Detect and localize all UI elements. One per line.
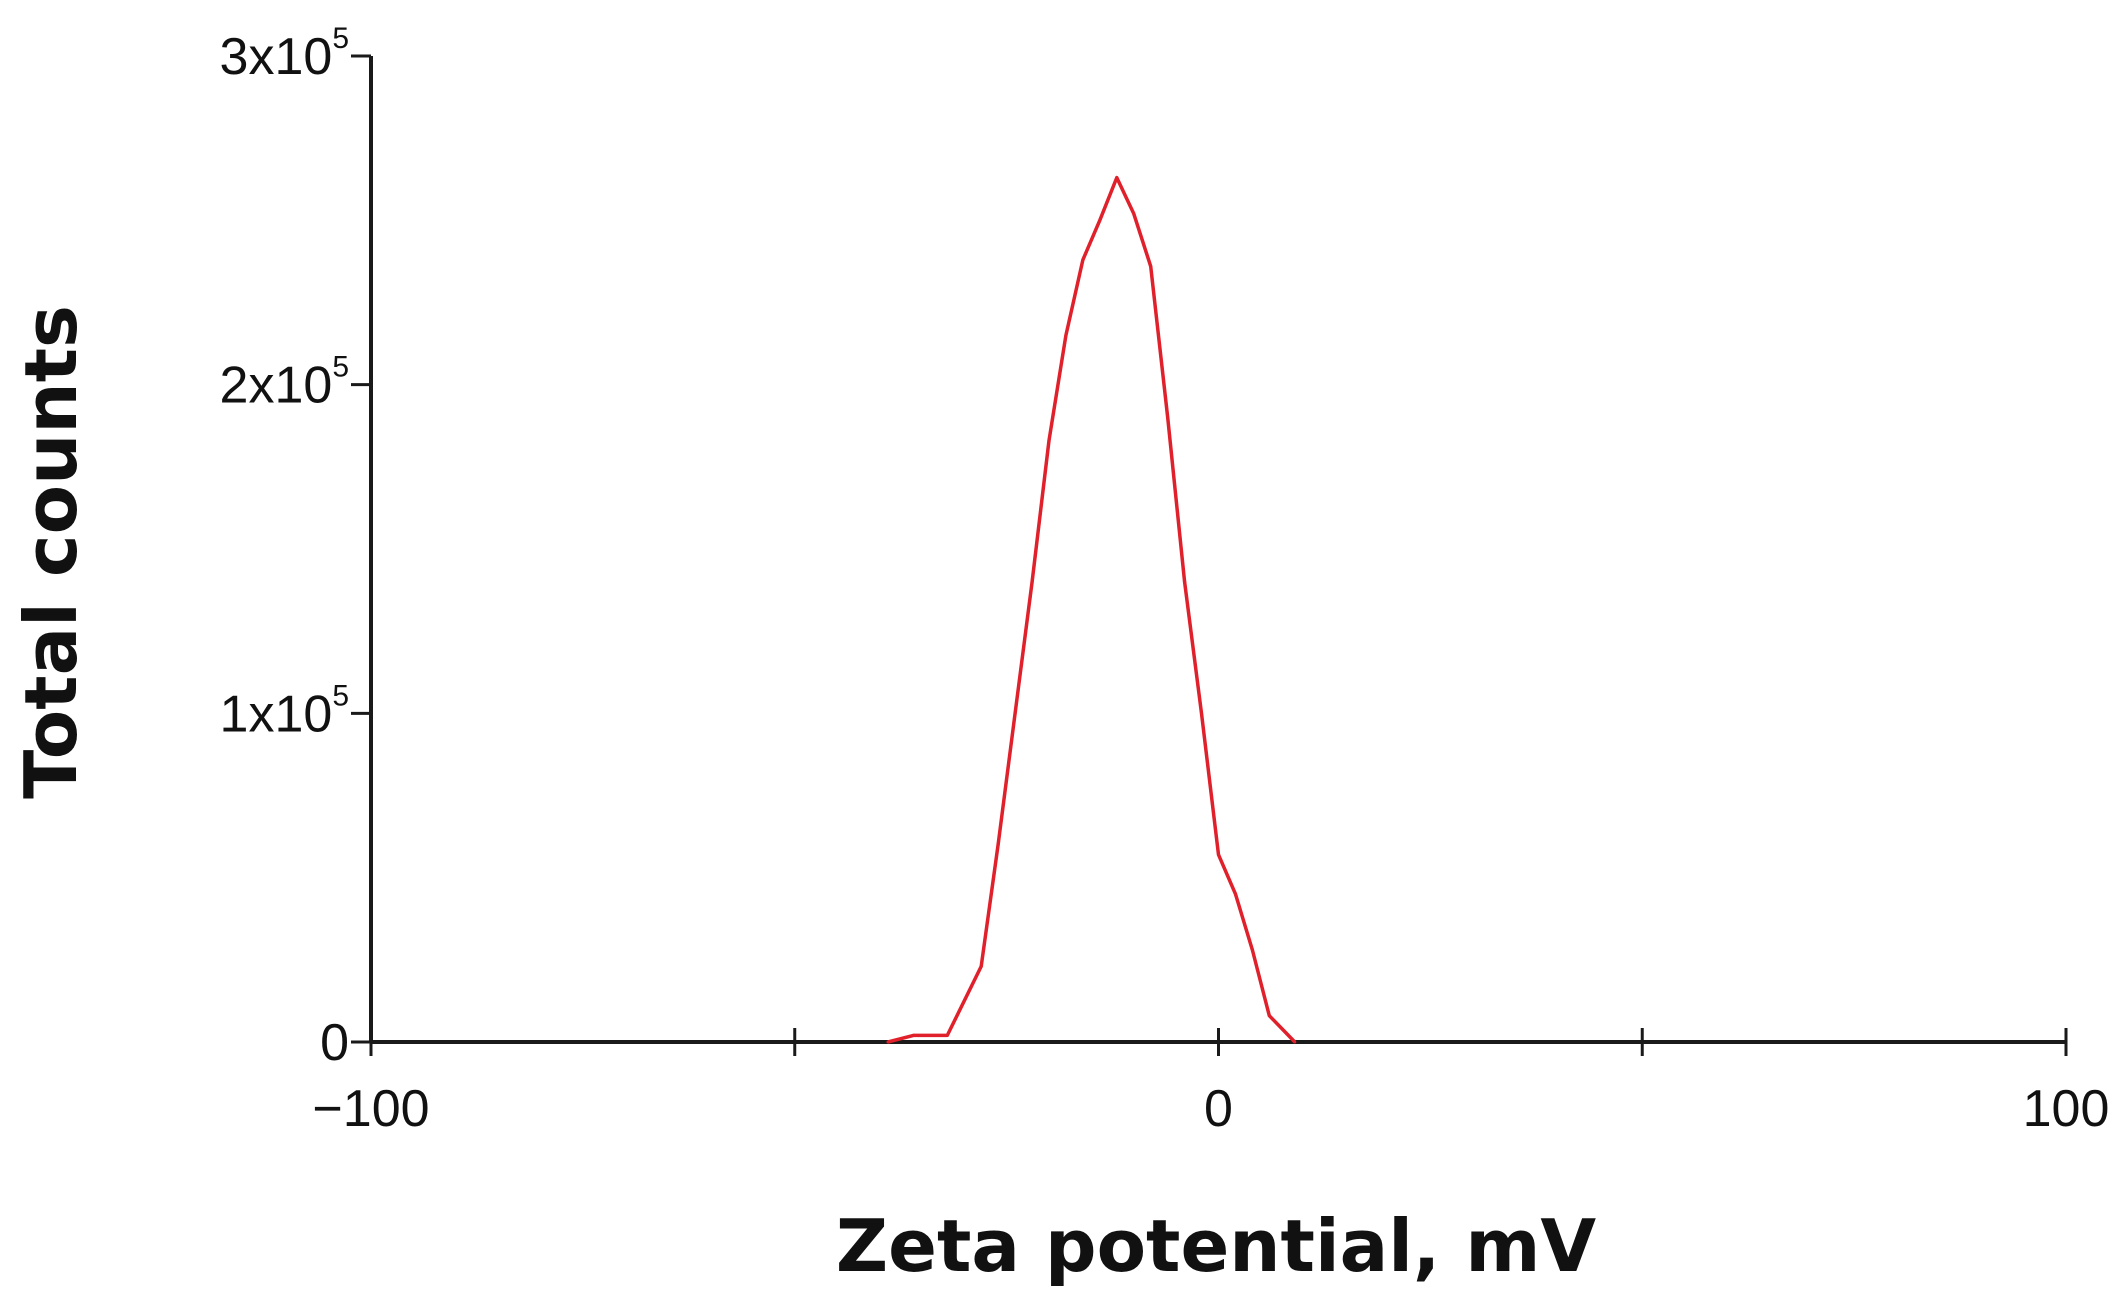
data-point: [1183, 580, 1187, 584]
y-tick-label: 0: [320, 1014, 349, 1072]
series-layer: [886, 175, 1297, 1044]
y-tick-label: 1x105: [220, 679, 349, 743]
data-point: [1064, 333, 1068, 337]
y-tick-exponent: 5: [332, 22, 349, 55]
x-axis-title: Zeta potential, mV: [836, 1204, 1596, 1288]
data-point: [1149, 264, 1153, 268]
data-point: [1132, 212, 1136, 216]
data-point: [996, 843, 1000, 847]
y-tick-base: 1x10: [220, 685, 333, 743]
y-tick-base: 3x10: [220, 28, 333, 86]
axes: [369, 56, 2066, 1044]
data-point: [1200, 711, 1204, 715]
data-point: [1047, 439, 1051, 443]
data-point: [1166, 416, 1170, 420]
x-tick-label: 0: [1204, 1080, 1233, 1138]
data-point: [1030, 580, 1034, 584]
y-tick-label: 3x105: [220, 22, 349, 86]
data-point: [1293, 1040, 1297, 1044]
data-point: [945, 1033, 949, 1037]
data-point: [1013, 711, 1017, 715]
y-tick-exponent: 5: [332, 679, 349, 712]
x-ticks: −100 0 100: [312, 1028, 2109, 1138]
data-point: [1233, 892, 1237, 896]
series-line: [887, 175, 1297, 1044]
y-tick-label: 2x105: [220, 351, 349, 415]
data-point: [911, 1033, 915, 1037]
x-tick-label: 100: [2023, 1080, 2110, 1138]
x-tick-label: −100: [312, 1080, 429, 1138]
data-point: [1250, 948, 1254, 952]
data-point: [1267, 1014, 1271, 1018]
data-point: [1115, 176, 1119, 180]
y-tick-exponent: 5: [332, 351, 349, 384]
data-point: [1217, 853, 1220, 857]
y-tick-base: 2x10: [220, 357, 333, 415]
y-tick-base: 0: [320, 1014, 349, 1072]
data-point: [886, 1040, 890, 1044]
data-point: [1081, 258, 1085, 262]
data-point: [1098, 218, 1102, 222]
data-point: [979, 964, 983, 968]
y-axis-title: Total counts: [9, 305, 93, 799]
